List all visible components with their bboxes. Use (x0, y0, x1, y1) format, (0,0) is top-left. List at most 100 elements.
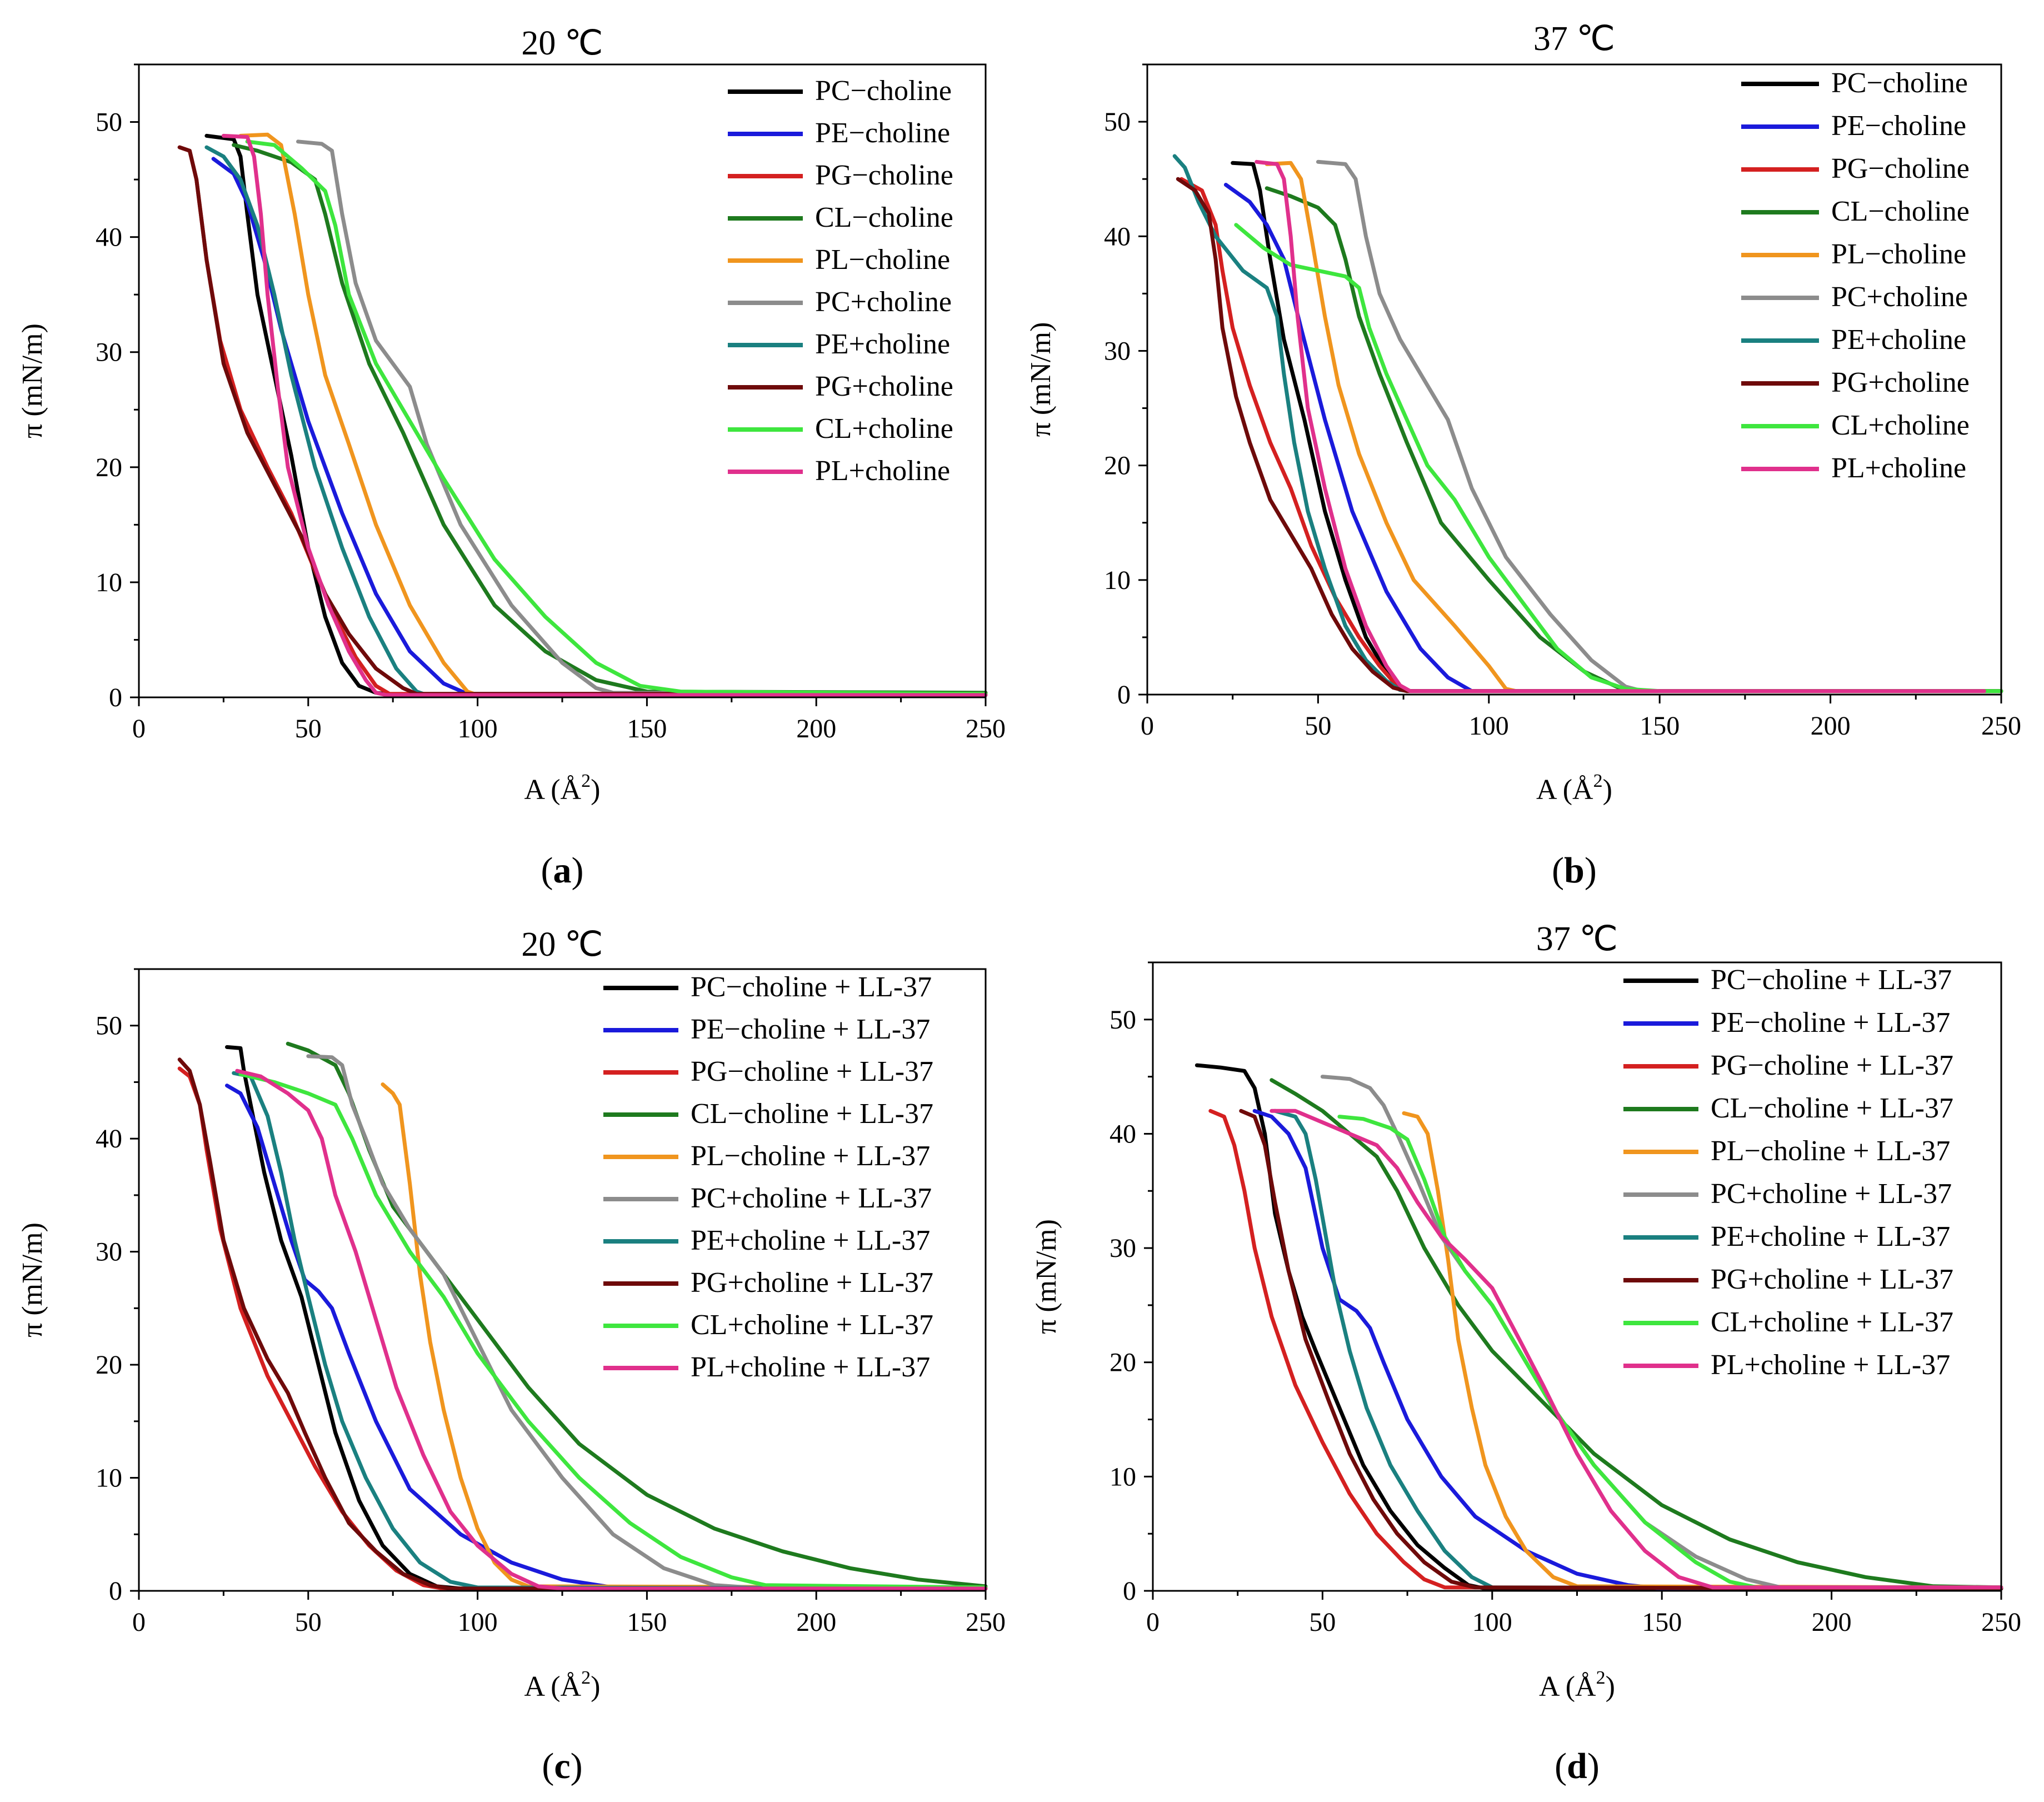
y-tick-label: 0 (1123, 1576, 1136, 1606)
legend: PC−choline + LL-37 PE−choline + LL-37 PG−c… (603, 971, 933, 1383)
legend-entry: CL+choline (1831, 410, 1970, 441)
series-line-pc-choline (296, 139, 988, 696)
legend-entry: PC+choline (1831, 281, 1968, 313)
series-line-pe-choline-ll-37 (232, 1071, 988, 1591)
legend-entry: CL−choline + LL-37 (1711, 1092, 1953, 1124)
legend-entry: PE−choline + LL-37 (691, 1014, 930, 1045)
x-tick-label: 50 (295, 1608, 322, 1637)
series-line-pg-choline-ll-37 (1208, 1109, 2003, 1591)
series-group (1172, 154, 2003, 693)
series-line-pe-choline (1223, 183, 2003, 693)
panel-label: (b) (1552, 850, 1597, 891)
series-line-pe-choline-ll-37 (225, 1084, 988, 1591)
legend-entry: PG−choline + LL-37 (691, 1056, 933, 1087)
chart-panel-a: 0 50 100 150 200 250 0 10 20 30 40 50 20 ℃ A (Å2) π (m… (17, 24, 1006, 891)
series-line-cl-choline-ll-37 (1270, 1078, 2003, 1590)
x-tick-label: 50 (1309, 1608, 1336, 1637)
legend-entry: CL+choline + LL-37 (1711, 1306, 1953, 1338)
x-tick-label: 100 (1469, 711, 1509, 741)
series-line-pl-choline (1265, 161, 2003, 693)
y-tick-label: 10 (96, 568, 122, 597)
legend-entry: PG+choline + LL-37 (691, 1267, 933, 1299)
legend-entry: PC+choline + LL-37 (1711, 1178, 1952, 1210)
x-tick-label: 150 (1642, 1608, 1682, 1637)
series-line-pg-choline-ll-37 (177, 1057, 988, 1591)
y-tick-label: 30 (96, 1237, 122, 1267)
legend-entry: PE−choline (815, 117, 950, 149)
y-axis-label: π (mN/m) (17, 1222, 48, 1337)
series-line-pc-choline-ll-37 (306, 1054, 988, 1590)
x-tick-label: 100 (458, 1608, 498, 1637)
panel-label: (a) (541, 850, 584, 891)
chart-panel-c: 0 50 100 150 200 250 0 10 20 30 40 50 20 ℃ A (Å2) π (m… (17, 926, 1006, 1786)
x-tick-label: 200 (796, 1608, 836, 1637)
series-line-pl-choline-ll-37 (235, 1069, 988, 1591)
chart-title: 20 ℃ (521, 926, 603, 964)
series-line-pl-choline-ll-37 (1270, 1109, 2003, 1590)
legend-entry: CL−choline (815, 202, 953, 233)
series-line-pl-choline (1255, 159, 1986, 693)
y-tick-label: 10 (1104, 566, 1131, 595)
panel-label: (d) (1555, 1746, 1600, 1786)
legend-entry: PE+choline + LL-37 (691, 1225, 930, 1256)
y-tick-label: 0 (1117, 680, 1131, 710)
x-tick-label: 0 (132, 714, 146, 743)
y-axis-label: π (mN/m) (1031, 1219, 1062, 1334)
x-tick-label: 150 (627, 1608, 667, 1637)
legend-entry: PL−choline + LL-37 (691, 1140, 930, 1172)
x-tick-label: 50 (295, 714, 322, 743)
x-axis-label: A (Å2) (524, 771, 601, 806)
series-group (1195, 1063, 2003, 1591)
legend-entry: PL+choline (1831, 452, 1966, 484)
y-tick-label: 40 (1110, 1119, 1136, 1149)
legend-entry: PG+choline (1831, 367, 1970, 398)
series-group (177, 132, 988, 697)
series-line-cl-choline-ll-37 (238, 1072, 988, 1590)
chart-title: 37 ℃ (1536, 920, 1618, 958)
legend-entry: PE+choline (815, 328, 950, 360)
y-tick-label: 50 (1110, 1005, 1136, 1035)
series-line-pl-choline (221, 133, 988, 697)
legend-entry: PE−choline (1831, 110, 1966, 142)
x-tick-label: 50 (1305, 711, 1331, 741)
x-tick-label: 0 (132, 1608, 146, 1637)
x-axis-label: A (Å2) (524, 1668, 601, 1703)
y-tick-label: 20 (1110, 1348, 1136, 1377)
legend-entry: PG+choline (815, 371, 953, 402)
y-tick-label: 10 (1110, 1462, 1136, 1491)
y-tick-label: 50 (96, 108, 122, 137)
chart-panel-b: 0 50 100 150 200 250 0 10 20 30 40 50 37 ℃ A (Å2) π (m… (1025, 20, 2021, 891)
y-tick-label: 30 (96, 338, 122, 367)
legend-entry: CL−choline (1831, 196, 1970, 227)
y-axis-label: π (mN/m) (17, 323, 48, 438)
x-tick-label: 200 (1811, 711, 1851, 741)
legend-entry: CL+choline + LL-37 (691, 1309, 933, 1341)
y-tick-label: 40 (1104, 222, 1131, 251)
x-tick-label: 150 (1640, 711, 1680, 741)
y-tick-label: 50 (1104, 107, 1131, 137)
legend: PC−choline PE−choline PG−choline CL−choline… (1741, 67, 1970, 484)
legend-entry: PG−choline (1831, 153, 1970, 184)
legend-entry: PC−choline + LL-37 (691, 971, 932, 1003)
y-tick-label: 0 (109, 683, 122, 712)
series-line-cl-choline (1234, 223, 2003, 693)
y-tick-label: 0 (109, 1576, 122, 1606)
legend-entry: PC+choline (815, 286, 952, 318)
x-tick-label: 250 (1981, 1608, 2021, 1637)
x-axis-label: A (Å2) (1539, 1668, 1615, 1703)
legend-entry: PC−choline (1831, 67, 1968, 99)
x-tick-label: 200 (1812, 1608, 1852, 1637)
x-tick-label: 200 (796, 714, 836, 743)
legend-entry: PG−choline (815, 159, 953, 191)
y-tick-label: 30 (1104, 336, 1131, 366)
legend-entry: PL+choline (815, 455, 950, 487)
legend-entry: CL+choline (815, 413, 953, 445)
y-axis-label: π (mN/m) (1025, 322, 1057, 437)
chart-title: 37 ℃ (1533, 20, 1615, 58)
series-line-pl-choline-ll-37 (1402, 1111, 2003, 1590)
series-line-pl-choline (238, 132, 988, 697)
series-line-pe-choline-ll-37 (1252, 1109, 2003, 1591)
x-tick-label: 100 (458, 714, 498, 743)
